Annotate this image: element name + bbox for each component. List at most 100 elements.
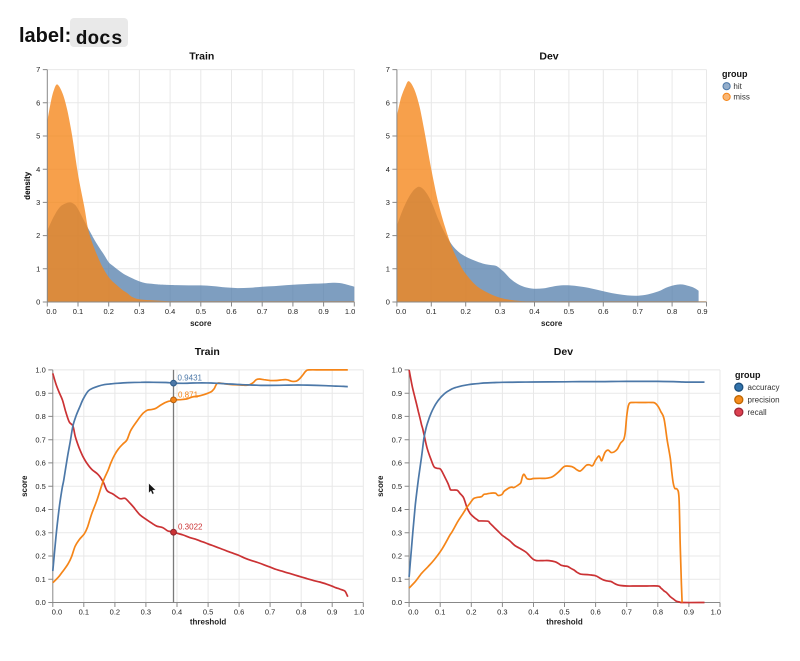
svg-text:hit: hit bbox=[733, 82, 742, 91]
svg-text:4: 4 bbox=[386, 165, 390, 174]
svg-text:0.3: 0.3 bbox=[497, 608, 507, 617]
svg-text:group: group bbox=[735, 370, 761, 380]
svg-text:0.2: 0.2 bbox=[110, 608, 120, 617]
svg-text:0.8: 0.8 bbox=[296, 608, 306, 617]
svg-text:0.2: 0.2 bbox=[392, 552, 402, 561]
svg-text:6: 6 bbox=[386, 98, 390, 107]
svg-text:0.6: 0.6 bbox=[234, 608, 244, 617]
svg-text:0.3: 0.3 bbox=[392, 528, 402, 537]
svg-text:0.1: 0.1 bbox=[435, 608, 445, 617]
svg-text:0.5: 0.5 bbox=[392, 482, 402, 491]
svg-text:0.9: 0.9 bbox=[327, 608, 337, 617]
svg-text:0.3: 0.3 bbox=[141, 608, 151, 617]
svg-text:3: 3 bbox=[36, 198, 40, 207]
svg-text:6: 6 bbox=[36, 98, 40, 107]
svg-text:0.3022: 0.3022 bbox=[178, 523, 203, 532]
svg-text:0.7: 0.7 bbox=[257, 307, 267, 316]
svg-text:Train: Train bbox=[189, 51, 214, 63]
svg-text:0.8: 0.8 bbox=[35, 412, 45, 421]
svg-text:precision: precision bbox=[748, 396, 780, 405]
svg-text:2: 2 bbox=[386, 231, 390, 240]
svg-text:0.2: 0.2 bbox=[466, 608, 476, 617]
svg-text:1.0: 1.0 bbox=[392, 366, 402, 375]
svg-text:0.5: 0.5 bbox=[203, 608, 213, 617]
svg-text:0.0: 0.0 bbox=[396, 307, 406, 316]
svg-text:0.9: 0.9 bbox=[392, 389, 402, 398]
svg-text:score: score bbox=[20, 475, 29, 497]
svg-text:score: score bbox=[190, 319, 212, 328]
svg-text:0.9: 0.9 bbox=[684, 608, 694, 617]
svg-text:0.4: 0.4 bbox=[528, 608, 538, 617]
svg-text:0.2: 0.2 bbox=[103, 307, 113, 316]
svg-text:0.7: 0.7 bbox=[632, 307, 642, 316]
svg-text:0.0: 0.0 bbox=[408, 608, 418, 617]
svg-text:0.0: 0.0 bbox=[35, 598, 45, 607]
svg-text:0.8: 0.8 bbox=[667, 307, 677, 316]
svg-text:0.1: 0.1 bbox=[35, 575, 45, 584]
svg-text:0.6: 0.6 bbox=[590, 608, 600, 617]
svg-text:0.2: 0.2 bbox=[460, 307, 470, 316]
svg-text:0.5: 0.5 bbox=[559, 608, 569, 617]
svg-text:0.4: 0.4 bbox=[165, 307, 175, 316]
svg-text:score: score bbox=[541, 319, 563, 328]
svg-text:0.8: 0.8 bbox=[392, 412, 402, 421]
svg-text:0.6: 0.6 bbox=[598, 307, 608, 316]
svg-text:group: group bbox=[722, 69, 748, 79]
svg-text:0.871: 0.871 bbox=[178, 391, 199, 400]
svg-text:0.6: 0.6 bbox=[35, 459, 45, 468]
svg-text:4: 4 bbox=[36, 165, 40, 174]
svg-text:0.0: 0.0 bbox=[52, 608, 62, 617]
svg-text:0.1: 0.1 bbox=[79, 608, 89, 617]
svg-text:0.0: 0.0 bbox=[392, 598, 402, 607]
svg-text:0.8: 0.8 bbox=[288, 307, 298, 316]
svg-text:0.3: 0.3 bbox=[134, 307, 144, 316]
svg-text:0.2: 0.2 bbox=[35, 552, 45, 561]
svg-text:0.9: 0.9 bbox=[318, 307, 328, 316]
svg-text:0: 0 bbox=[36, 298, 40, 307]
svg-text:0.3: 0.3 bbox=[35, 528, 45, 537]
svg-text:density: density bbox=[23, 171, 32, 200]
svg-text:1: 1 bbox=[386, 264, 390, 273]
svg-text:0.5: 0.5 bbox=[35, 482, 45, 491]
svg-text:score: score bbox=[376, 475, 385, 497]
svg-text:0.6: 0.6 bbox=[226, 307, 236, 316]
svg-text:Dev: Dev bbox=[539, 51, 558, 63]
svg-text:0.1: 0.1 bbox=[392, 575, 402, 584]
svg-text:0.1: 0.1 bbox=[426, 307, 436, 316]
svg-text:0.8: 0.8 bbox=[653, 608, 663, 617]
svg-text:0.6: 0.6 bbox=[392, 459, 402, 468]
svg-text:2: 2 bbox=[36, 231, 40, 240]
svg-text:density: density bbox=[23, 171, 32, 200]
svg-text:5: 5 bbox=[36, 132, 40, 141]
svg-text:threshold: threshold bbox=[190, 618, 227, 627]
svg-text:0.4: 0.4 bbox=[392, 505, 402, 514]
svg-text:0.9431: 0.9431 bbox=[178, 374, 203, 383]
svg-text:0.7: 0.7 bbox=[621, 608, 631, 617]
svg-text:0.7: 0.7 bbox=[265, 608, 275, 617]
svg-text:1.0: 1.0 bbox=[711, 608, 721, 617]
svg-text:1.0: 1.0 bbox=[35, 366, 45, 375]
svg-text:miss: miss bbox=[733, 93, 749, 102]
svg-text:threshold: threshold bbox=[546, 618, 583, 627]
svg-text:0.9: 0.9 bbox=[35, 389, 45, 398]
svg-text:0.1: 0.1 bbox=[73, 307, 83, 316]
svg-text:7: 7 bbox=[36, 65, 40, 74]
svg-text:0.5: 0.5 bbox=[564, 307, 574, 316]
svg-text:5: 5 bbox=[386, 132, 390, 141]
svg-text:0.3: 0.3 bbox=[495, 307, 505, 316]
svg-text:0.4: 0.4 bbox=[529, 307, 539, 316]
svg-text:Train: Train bbox=[195, 346, 220, 358]
svg-text:0.7: 0.7 bbox=[35, 435, 45, 444]
svg-text:recall: recall bbox=[748, 408, 767, 417]
svg-text:0: 0 bbox=[386, 298, 390, 307]
svg-text:0.9: 0.9 bbox=[697, 307, 707, 316]
svg-text:0.4: 0.4 bbox=[172, 608, 182, 617]
svg-text:1.0: 1.0 bbox=[345, 307, 355, 316]
svg-text:0.7: 0.7 bbox=[392, 435, 402, 444]
svg-text:0.0: 0.0 bbox=[46, 307, 56, 316]
svg-text:0.5: 0.5 bbox=[196, 307, 206, 316]
svg-text:0.4: 0.4 bbox=[35, 505, 45, 514]
svg-text:3: 3 bbox=[386, 198, 390, 207]
svg-text:1.0: 1.0 bbox=[354, 608, 364, 617]
svg-text:7: 7 bbox=[386, 65, 390, 74]
